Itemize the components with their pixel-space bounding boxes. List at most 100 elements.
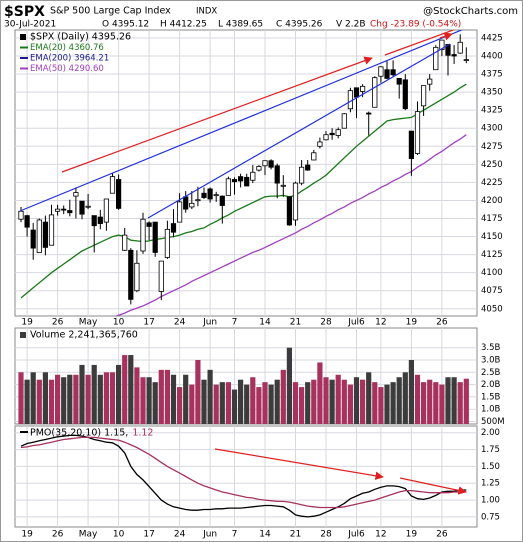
x-tick-label: 26	[52, 318, 64, 328]
trend-line	[19, 30, 464, 212]
volume-bar	[305, 382, 311, 424]
volume-bar	[433, 382, 439, 424]
volume-bar	[311, 379, 317, 424]
trend-lines	[19, 30, 464, 219]
volume-bar	[146, 377, 152, 424]
volume-bar	[463, 378, 469, 424]
y-tick-label: 1.00	[481, 496, 500, 506]
symbol: $SPX	[4, 4, 45, 20]
x-tick-label: May	[79, 530, 98, 540]
volume-bar	[219, 382, 225, 424]
legend-entry: EMA(200) 3964.21	[30, 54, 109, 64]
volume-bar	[97, 374, 103, 424]
candle-body	[457, 41, 463, 54]
candle-body	[408, 130, 415, 159]
volume-bar	[366, 372, 372, 424]
volume-bar	[238, 379, 244, 424]
candle-body	[134, 262, 140, 292]
candle-body	[433, 46, 439, 71]
volume-bar	[347, 384, 353, 424]
y-tick-label: 4175	[481, 214, 503, 224]
volume: V 2.2B	[336, 20, 366, 30]
x-tick-label: 26	[436, 530, 448, 540]
x-tick-label: 12	[375, 318, 386, 328]
volume-bar	[317, 362, 323, 424]
volume-bar	[225, 382, 231, 424]
volume-bar	[177, 387, 183, 424]
candle-body	[317, 141, 323, 147]
volume-bar	[103, 372, 109, 424]
y-tick-label: 4050	[481, 304, 503, 314]
volume-bar	[109, 372, 116, 424]
candle-body	[396, 77, 402, 85]
candle-body	[451, 54, 457, 57]
candle-body	[109, 176, 116, 194]
candle-body	[116, 179, 122, 209]
close: C 4395.26	[276, 20, 323, 30]
volume-bar	[244, 384, 250, 424]
candle-body	[128, 249, 134, 300]
legend-entry: EMA(50) 4290.60	[30, 64, 104, 74]
volume-bar	[201, 379, 207, 424]
volume-bar	[42, 372, 48, 424]
candle-body	[55, 208, 61, 212]
x-tick-label: 26	[52, 530, 64, 540]
volume-bar	[122, 355, 128, 424]
volume-bar	[396, 377, 402, 424]
legend-entry: $SPX (Daily) 4395.26	[30, 32, 131, 43]
pmo-panel	[14, 425, 478, 528]
legend-entry: EMA(20) 4360.76	[30, 43, 104, 53]
volume-bar	[280, 369, 286, 424]
trend-arrow	[214, 448, 384, 480]
candle-body	[91, 215, 97, 227]
x-tick-label: 26	[436, 318, 448, 328]
candle-body	[48, 214, 55, 246]
candle-body	[427, 78, 433, 85]
y-tick-label: 1.50	[481, 462, 500, 472]
x-tick-label: 10	[113, 530, 125, 540]
x-tick-label: 14	[259, 530, 271, 540]
volume-bar	[91, 364, 97, 424]
candle-body	[158, 260, 164, 292]
y-tick-label: 4225	[481, 178, 503, 188]
candle-body	[79, 200, 85, 215]
x-tick-label: 21	[290, 318, 301, 328]
volume-bar	[207, 369, 213, 424]
candle-body	[335, 129, 341, 136]
y-tick-label: 4325	[481, 106, 503, 116]
y-tick-label: 4150	[481, 232, 503, 242]
candle-body	[18, 210, 24, 220]
y-tick-label: 4100	[481, 268, 503, 278]
candle-body	[329, 132, 335, 136]
candle-body	[164, 228, 170, 258]
volume-bar	[457, 382, 463, 424]
candle-body	[250, 171, 256, 181]
candle-body	[189, 202, 195, 208]
x-tick-label: 19	[406, 318, 418, 328]
y-tick-label: 4300	[481, 124, 503, 134]
candle-body	[146, 222, 152, 227]
pmo-arrows	[214, 448, 467, 495]
trend-arrow	[399, 477, 467, 495]
volume-bar	[451, 377, 457, 424]
candle-body	[359, 85, 366, 92]
y-tick-label: 4425	[481, 33, 503, 43]
volume-bar	[439, 384, 445, 424]
volume-bar	[268, 384, 274, 424]
legend-entry: PMO(35,20,10) 1.15,	[30, 428, 128, 439]
volume-bar	[189, 384, 195, 424]
volume-bar	[341, 379, 347, 424]
x-tick-label: 28	[320, 318, 332, 328]
candle-body	[219, 195, 225, 206]
y-tick-label: 4200	[481, 196, 503, 206]
x-tick-label: 14	[259, 318, 271, 328]
line	[20, 434, 467, 518]
volume-bar	[360, 379, 366, 424]
candle-body	[42, 221, 49, 248]
volume-bar	[67, 374, 73, 424]
candle-body	[244, 176, 250, 187]
candle-body	[274, 165, 280, 184]
y-tick-label: 3.5B	[481, 343, 501, 353]
candle-body	[237, 176, 244, 182]
